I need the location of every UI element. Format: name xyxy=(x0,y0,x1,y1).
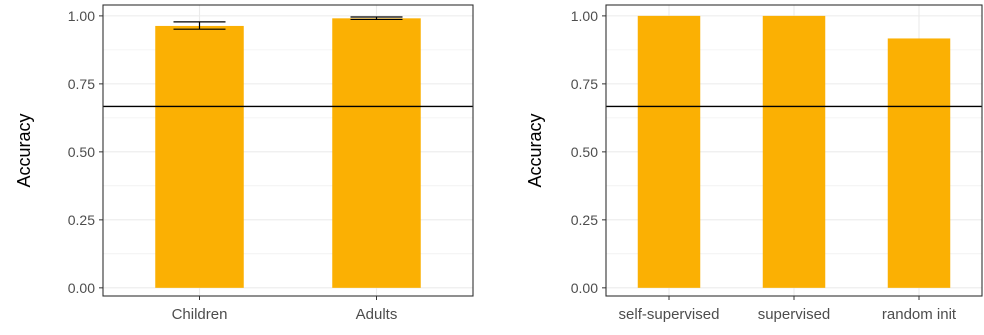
y-tick-label: 0.75 xyxy=(68,76,95,92)
x-tick-label: Children xyxy=(172,306,228,323)
bar-adults xyxy=(332,18,421,288)
y-tick-label: 0.00 xyxy=(571,280,598,296)
x-tick-label: Adults xyxy=(356,306,398,323)
chart-panel-1: 0.00 0.25 0.50 0.75 1.00 Children Adults Accura… xyxy=(14,4,474,323)
x-tick-label: self-supervised xyxy=(619,306,720,323)
y-tick-label: 1.00 xyxy=(68,8,95,24)
y-tick-label: 1.00 xyxy=(571,8,598,24)
bar-supervised xyxy=(762,15,826,288)
y-axis-label: Accuracy xyxy=(525,113,545,187)
x-tick-label: supervised xyxy=(758,306,831,323)
x-tick-label: random init xyxy=(882,306,957,323)
panel-border xyxy=(102,4,474,297)
chart-panel-2: 0.00 0.25 0.50 0.75 1.00 self-supervised super… xyxy=(525,4,983,323)
bar-children xyxy=(155,25,244,288)
y-tick-label: 0.50 xyxy=(68,144,95,160)
y-tick-label: 0.25 xyxy=(68,212,95,228)
y-tick-label: 0.00 xyxy=(68,280,95,296)
y-axis-label: Accuracy xyxy=(14,113,34,187)
bar-random-init xyxy=(887,38,951,288)
bar-self-supervised xyxy=(637,15,701,288)
y-tick-label: 0.25 xyxy=(571,212,598,228)
y-tick-label: 0.50 xyxy=(571,144,598,160)
y-tick-label: 0.75 xyxy=(571,76,598,92)
